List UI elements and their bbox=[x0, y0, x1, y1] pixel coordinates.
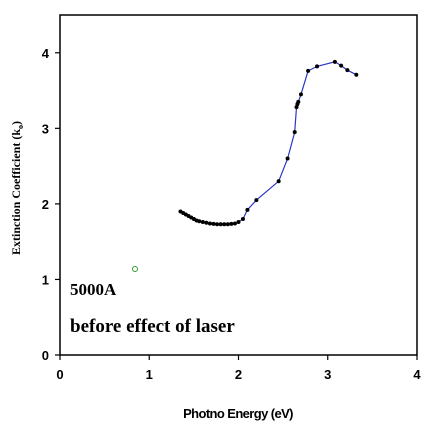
annotation-wavelength: 5000A bbox=[70, 280, 117, 299]
data-point bbox=[298, 92, 303, 97]
data-point bbox=[285, 156, 290, 161]
y-tick-label: 4 bbox=[42, 46, 50, 61]
y-tick-label: 3 bbox=[42, 121, 49, 136]
data-point bbox=[236, 220, 241, 225]
x-axis-title: Photno Energy (eV) bbox=[183, 406, 293, 421]
data-point bbox=[332, 59, 337, 64]
data-point bbox=[276, 179, 281, 184]
plot-frame bbox=[59, 14, 418, 356]
data-point bbox=[229, 221, 234, 226]
data-point bbox=[240, 217, 245, 221]
data-point bbox=[254, 198, 259, 203]
data-point bbox=[232, 221, 237, 226]
data-point bbox=[211, 221, 216, 226]
data-point bbox=[339, 63, 344, 68]
x-tick-label: 2 bbox=[235, 367, 242, 382]
y-axis-title-group: Extinction Coefficient (ko) bbox=[9, 121, 25, 255]
data-point bbox=[207, 221, 212, 226]
annotation-condition: before effect of laser bbox=[70, 316, 235, 337]
x-tick-label: 4 bbox=[413, 367, 421, 382]
y-axis-title-main: Extinction Coefficient (k bbox=[9, 129, 23, 255]
data-point bbox=[200, 220, 205, 225]
ticks: 0 1 2 3 4 0 1 2 3 4 bbox=[42, 46, 422, 382]
data-point bbox=[345, 68, 350, 73]
data-point bbox=[294, 105, 299, 110]
data-point bbox=[245, 207, 250, 212]
data-point bbox=[218, 222, 223, 227]
data-point bbox=[292, 130, 297, 135]
angstrom-ring bbox=[132, 266, 138, 272]
y-tick-label: 1 bbox=[42, 272, 49, 287]
series-layer bbox=[178, 59, 359, 227]
data-point bbox=[296, 99, 301, 104]
data-point bbox=[204, 220, 209, 225]
y-axis-title-close: ) bbox=[9, 121, 23, 125]
x-tick-label: 3 bbox=[324, 367, 331, 382]
data-point bbox=[215, 222, 220, 227]
data-point bbox=[315, 64, 320, 69]
data-point bbox=[222, 222, 227, 227]
y-axis-title-sub: o bbox=[16, 125, 25, 129]
data-point bbox=[197, 219, 202, 224]
x-tick-label: 1 bbox=[146, 367, 153, 382]
data-point bbox=[306, 68, 311, 73]
series-line bbox=[180, 61, 357, 225]
y-axis-title: Extinction Coefficient (ko) bbox=[9, 121, 25, 255]
y-tick-label: 2 bbox=[42, 197, 49, 212]
data-point bbox=[354, 72, 359, 77]
data-point bbox=[225, 222, 230, 227]
y-tick-label: 0 bbox=[42, 348, 49, 363]
x-tick-label: 0 bbox=[56, 367, 63, 382]
